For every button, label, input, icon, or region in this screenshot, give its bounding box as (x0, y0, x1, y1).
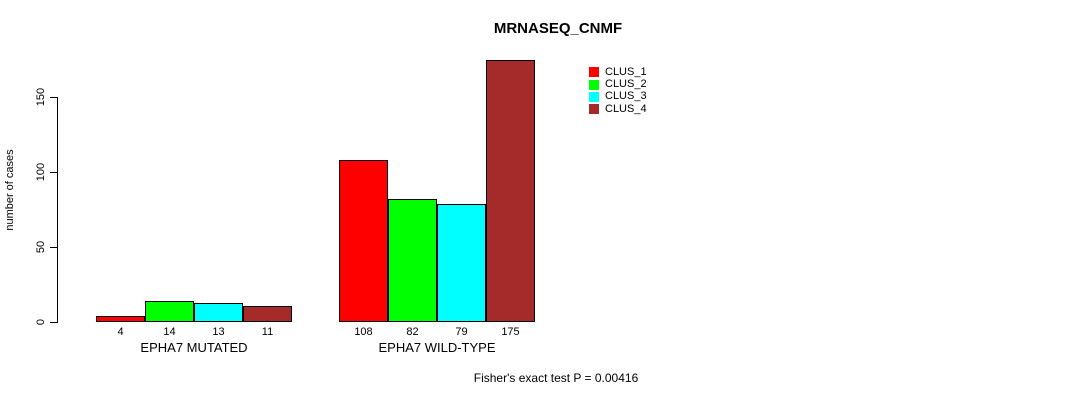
x-group-label: EPHA7 WILD-TYPE (378, 340, 496, 355)
bar-value-label: 11 (261, 326, 274, 338)
y-tick-label: 0 (35, 318, 47, 326)
y-tick-label: 150 (35, 87, 47, 107)
legend-label: CLUS_1 (605, 65, 647, 78)
bar-clus_3-mutated (194, 302, 243, 322)
bar-clus_1-wild-type (339, 160, 388, 322)
y-axis-label: number of cases (4, 149, 16, 231)
bar-clus_1-mutated (96, 316, 145, 322)
y-tick-mark (50, 172, 57, 173)
legend-item-clus_4: CLUS_4 (589, 103, 647, 115)
y-tick-mark (50, 97, 57, 98)
legend-swatch-icon (589, 104, 599, 115)
legend-item-clus_1: CLUS_1 (589, 66, 647, 78)
legend-label: CLUS_3 (605, 90, 647, 103)
bar-value-label: 175 (501, 326, 520, 338)
bar-value-label: 14 (163, 326, 176, 338)
legend-swatch-icon (589, 67, 599, 78)
x-group-label: EPHA7 MUTATED (140, 340, 248, 355)
bar-clus_4-mutated (243, 305, 292, 322)
legend-label: CLUS_2 (605, 78, 647, 91)
bar-value-label: 82 (406, 326, 419, 338)
bar-value-label: 4 (117, 326, 124, 338)
y-tick-mark (50, 247, 57, 248)
bar-clus_2-wild-type (388, 199, 437, 322)
y-tick-label: 50 (35, 240, 47, 254)
legend-swatch-icon (589, 91, 599, 102)
bar-value-label: 13 (212, 326, 225, 338)
y-axis-line (57, 97, 58, 323)
legend-item-clus_2: CLUS_2 (589, 78, 647, 90)
legend-item-clus_3: CLUS_3 (589, 91, 647, 103)
bar-clus_4-wild-type (486, 59, 535, 322)
bar-clus_2-mutated (145, 301, 194, 322)
chart-title: MRNASEQ_CNMF (493, 20, 623, 37)
fisher-test-annotation: Fisher's exact test P = 0.00416 (473, 371, 639, 385)
bar-clus_3-wild-type (437, 203, 486, 322)
bar-value-label: 108 (354, 326, 373, 338)
legend-swatch-icon (589, 79, 599, 90)
legend: CLUS_1 CLUS_2 CLUS_3 CLUS_4 (589, 66, 647, 116)
y-tick-label: 100 (35, 162, 47, 182)
legend-label: CLUS_4 (605, 102, 647, 115)
y-tick-mark (50, 322, 57, 323)
bar-value-label: 79 (455, 326, 468, 338)
